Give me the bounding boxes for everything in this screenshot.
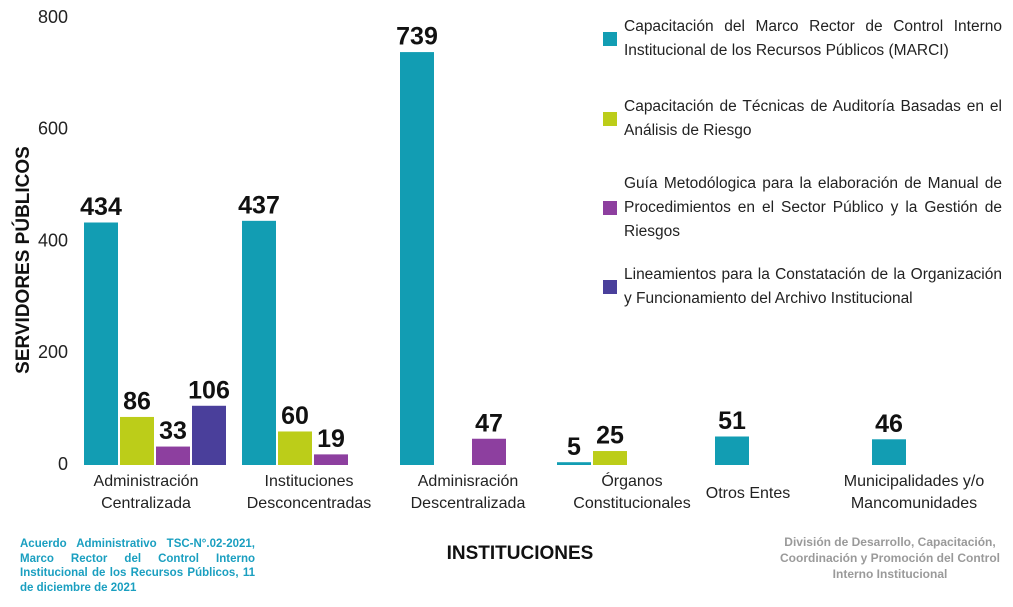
x-tick-label: Instituciones Desconcentradas — [224, 471, 394, 515]
value-label: 47 — [475, 409, 503, 437]
legend-label: Guía Metodólogica para la elaboración de… — [624, 172, 1002, 244]
x-tick-label: Municipalidades y/o Mancomunidades — [829, 471, 999, 515]
value-label: 60 — [281, 402, 309, 430]
bar — [715, 437, 749, 465]
bar — [400, 52, 434, 465]
value-label: 5 — [567, 433, 581, 461]
legend-swatch — [603, 201, 617, 215]
y-tick-label: 400 — [38, 230, 68, 250]
bar — [314, 454, 348, 465]
x-tick-label: Administración Centralizada — [61, 471, 231, 515]
legend-swatch — [603, 112, 617, 126]
legend-item: Capacitación del Marco Rector de Control… — [603, 15, 1003, 63]
bar — [84, 223, 118, 465]
bar — [120, 417, 154, 465]
bar — [872, 439, 906, 465]
value-label: 434 — [80, 193, 122, 221]
value-label: 739 — [396, 23, 438, 51]
bar — [557, 462, 591, 465]
legend-swatch — [603, 280, 617, 294]
y-tick-label: 800 — [38, 7, 68, 27]
value-label: 19 — [317, 425, 345, 453]
value-label: 51 — [718, 407, 746, 435]
legend-item: Guía Metodólogica para la elaboración de… — [603, 172, 1003, 244]
legend-label: Capacitación del Marco Rector de Control… — [624, 15, 1002, 63]
page: SERVIDORES PÚBLICOS 02004006008004344377… — [0, 0, 1013, 607]
legend-label: Capacitación de Técnicas de Auditoría Ba… — [624, 95, 1002, 143]
legend-label: Lineamientos para la Constatación de la … — [624, 263, 1002, 311]
x-tick-label: Adminisración Descentralizada — [383, 471, 553, 515]
value-label: 33 — [159, 417, 187, 445]
legend-item: Capacitación de Técnicas de Auditoría Ba… — [603, 95, 1003, 143]
x-axis-title: INSTITUCIONES — [420, 543, 620, 565]
legend-swatch — [603, 32, 617, 46]
value-label: 86 — [123, 388, 151, 416]
y-tick-label: 600 — [38, 119, 68, 139]
bar — [242, 221, 276, 465]
value-label: 46 — [875, 410, 903, 438]
x-tick-label: Otros Entes — [663, 483, 833, 505]
bar — [156, 447, 190, 465]
y-tick-label: 200 — [38, 342, 68, 362]
bar — [593, 451, 627, 465]
bar — [472, 439, 506, 465]
source-note: Acuerdo Administrativo TSC-N°.02-2021, M… — [20, 537, 255, 595]
bar — [278, 431, 312, 465]
value-label: 106 — [188, 376, 230, 404]
value-label: 437 — [238, 191, 280, 219]
value-label: 25 — [596, 422, 624, 450]
bar — [192, 406, 226, 465]
y-axis-title: SERVIDORES PÚBLICOS — [12, 146, 34, 374]
credit-note: División de Desarrollo, Capacitación, Co… — [780, 534, 1000, 582]
legend-item: Lineamientos para la Constatación de la … — [603, 263, 1003, 311]
